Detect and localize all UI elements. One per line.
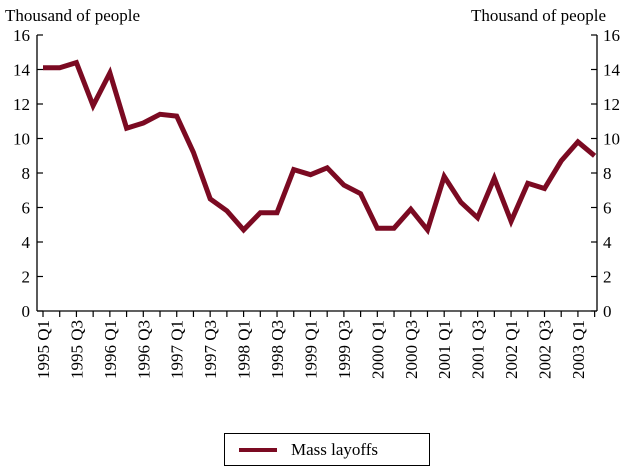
- x-tick-label: 1996 Q1: [101, 320, 120, 379]
- right-tick-label: 12: [603, 95, 620, 114]
- left-tick-label: 14: [13, 61, 31, 80]
- x-tick-label: 2003 Q1: [569, 320, 588, 379]
- x-tick-label: 1995 Q1: [34, 320, 53, 379]
- x-tick-label: 1995 Q3: [67, 320, 86, 379]
- left-tick-label: 8: [22, 164, 31, 183]
- left-axis-ticks: 0 2 4 6 8 10 12 14 16: [13, 26, 43, 321]
- x-tick-label: 1998 Q1: [235, 320, 254, 379]
- x-axis-ticks: 1995 Q1 1995 Q3 1996 Q1 1996 Q3 1997 Q1 1997 …: [34, 311, 596, 379]
- legend-label-mass-layoffs: Mass layoffs: [291, 439, 379, 459]
- left-tick-label: 4: [22, 233, 31, 252]
- left-tick-label: 0: [22, 302, 31, 321]
- left-tick-label: 10: [13, 130, 30, 149]
- legend: Mass layoffs: [224, 433, 430, 466]
- x-tick-label: 2001 Q3: [469, 320, 488, 379]
- x-tick-label: 1996 Q3: [134, 320, 153, 379]
- x-tick-label: 1999 Q1: [301, 320, 320, 379]
- x-tick-label: 2001 Q1: [435, 320, 454, 379]
- left-tick-label: 2: [22, 268, 31, 287]
- right-tick-label: 0: [603, 302, 612, 321]
- left-tick-label: 6: [22, 199, 31, 218]
- x-tick-label: 1999 Q3: [335, 320, 354, 379]
- right-tick-label: 8: [603, 164, 612, 183]
- right-tick-label: 14: [603, 61, 621, 80]
- right-tick-label: 6: [603, 199, 612, 218]
- x-tick-label: 2002 Q1: [502, 320, 521, 379]
- right-axis-unit-label: Thousand of people: [470, 6, 606, 25]
- left-tick-label: 16: [13, 26, 30, 45]
- right-axis-ticks: 0 2 4 6 8 10 12 14 16: [591, 26, 621, 321]
- x-tick-label: 1997 Q3: [201, 320, 220, 379]
- series-mass-layoffs: [43, 59, 597, 236]
- right-tick-label: 2: [603, 268, 612, 287]
- left-axis-unit-label: Thousand of people: [5, 6, 141, 25]
- legend-swatch-mass-layoffs: [239, 447, 277, 452]
- x-tick-label: 2002 Q3: [535, 320, 554, 379]
- right-tick-label: 16: [603, 26, 620, 45]
- right-tick-label: 4: [603, 233, 612, 252]
- x-tick-label: 1998 Q3: [268, 320, 287, 379]
- x-tick-label: 1997 Q1: [168, 320, 187, 379]
- x-tick-label: 2000 Q3: [402, 320, 421, 379]
- series-line-mass-layoffs: [43, 59, 597, 236]
- x-tick-label: 2000 Q1: [368, 320, 387, 379]
- left-tick-label: 12: [13, 95, 30, 114]
- right-tick-label: 10: [603, 130, 620, 149]
